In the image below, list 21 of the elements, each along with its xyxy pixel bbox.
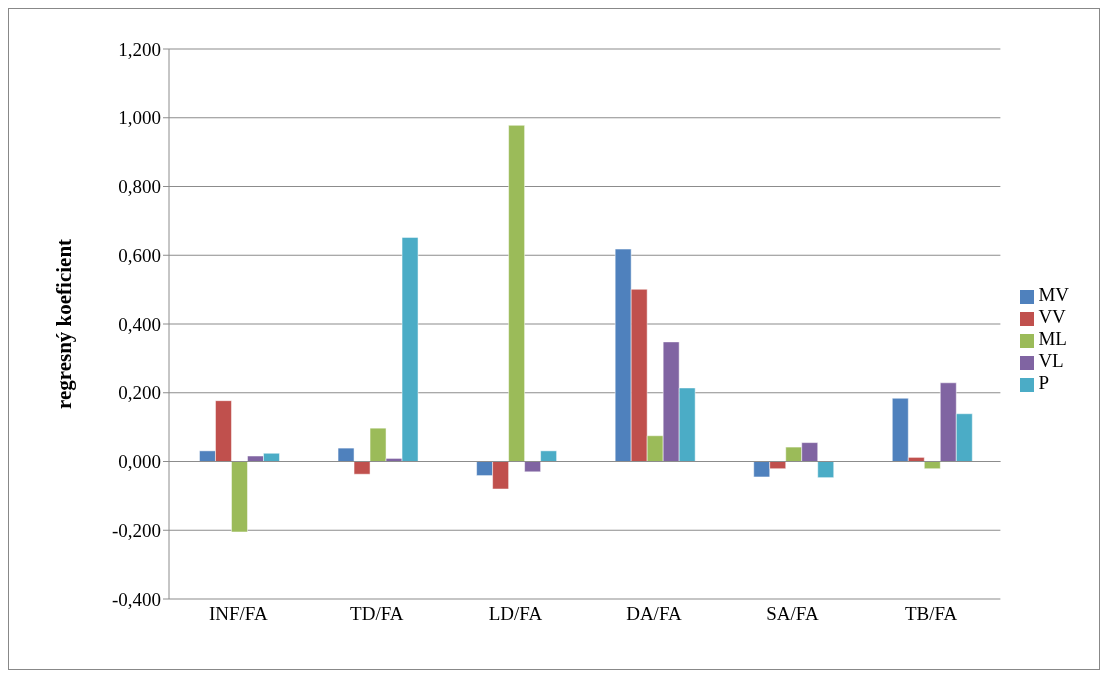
legend-label: MV bbox=[1038, 284, 1069, 305]
legend-label: VL bbox=[1038, 350, 1064, 371]
y-tick-label: -0,200 bbox=[111, 519, 161, 541]
y-tick-label: 0,000 bbox=[118, 451, 161, 473]
y-tick-label: 0,600 bbox=[118, 244, 161, 266]
x-tick-label: DA/FA bbox=[626, 603, 683, 625]
legend-label: P bbox=[1038, 372, 1049, 393]
x-tick-label: TD/FA bbox=[350, 603, 404, 625]
y-tick-label: 0,400 bbox=[118, 313, 161, 335]
y-tick-label: 0,200 bbox=[118, 382, 161, 404]
y-tick-label: 1,200 bbox=[118, 38, 161, 60]
y-tick-label: 1,000 bbox=[118, 107, 161, 129]
x-tick-label: LD/FA bbox=[488, 603, 543, 625]
x-tick-label: SA/FA bbox=[766, 603, 820, 625]
y-tick-label: 0,800 bbox=[118, 176, 161, 198]
y-axis-title: regresný koeficient bbox=[52, 238, 77, 410]
x-tick-label: TB/FA bbox=[904, 603, 958, 625]
y-tick-label: -0,400 bbox=[111, 588, 161, 610]
x-tick-label: INF/FA bbox=[208, 603, 268, 625]
legend-label: VV bbox=[1038, 306, 1066, 327]
legend-label: ML bbox=[1038, 328, 1067, 349]
